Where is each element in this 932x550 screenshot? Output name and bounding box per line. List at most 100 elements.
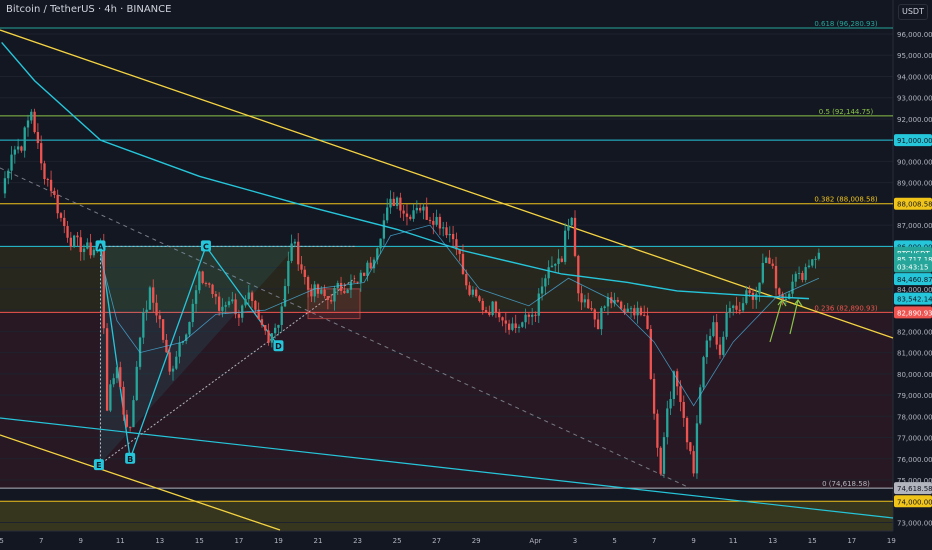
x-tick-label: 29 bbox=[472, 537, 481, 545]
fib-label: 0.382 (88,008.58) bbox=[814, 196, 878, 204]
candle-body bbox=[10, 154, 13, 171]
candle-body bbox=[788, 293, 791, 299]
candle-body bbox=[570, 217, 573, 226]
candle-body bbox=[369, 262, 372, 269]
candle-body bbox=[211, 284, 214, 295]
candle-body bbox=[511, 323, 514, 330]
candle-body bbox=[409, 216, 412, 219]
candle-body bbox=[659, 447, 662, 474]
pattern-point-label: E bbox=[96, 461, 101, 470]
candle-body bbox=[280, 306, 283, 325]
candle-body bbox=[755, 293, 758, 300]
candle-body bbox=[356, 281, 359, 283]
y-tick-label: 77,000.00 bbox=[897, 435, 932, 443]
candle-body bbox=[761, 262, 764, 283]
candle-body bbox=[498, 312, 501, 318]
candle-body bbox=[366, 262, 369, 276]
candle-body bbox=[320, 289, 323, 294]
candle-body bbox=[629, 308, 633, 310]
candle-body bbox=[573, 217, 577, 256]
candle-body bbox=[468, 285, 471, 295]
candle-body bbox=[359, 272, 362, 283]
candle-body bbox=[708, 336, 712, 341]
candle-body bbox=[264, 325, 267, 331]
candle-body bbox=[577, 255, 580, 294]
candle-body bbox=[422, 206, 425, 211]
candle-body bbox=[53, 190, 56, 195]
candle-body bbox=[702, 357, 705, 388]
candle-body bbox=[807, 265, 811, 268]
candle-body bbox=[603, 306, 606, 309]
x-tick-label: 3 bbox=[573, 537, 577, 545]
candle-body bbox=[135, 366, 138, 401]
candle-body bbox=[105, 328, 109, 411]
candle-body bbox=[115, 367, 119, 379]
currency-button[interactable]: USDT bbox=[898, 4, 928, 20]
pattern-point-marker bbox=[273, 340, 284, 352]
pattern-point-marker bbox=[200, 240, 211, 252]
candle-body bbox=[247, 292, 250, 300]
y-tick-label: 73,000.00 bbox=[897, 520, 932, 528]
y-tick-label: 87,000.00 bbox=[897, 222, 932, 230]
candle-body bbox=[560, 258, 563, 262]
candle-body bbox=[191, 303, 194, 323]
candle-body bbox=[283, 286, 287, 307]
candle-body bbox=[738, 309, 741, 311]
y-tick-label: 79,000.00 bbox=[897, 392, 932, 400]
candle-body bbox=[290, 243, 293, 261]
candle-body bbox=[257, 309, 260, 320]
candle-body bbox=[349, 281, 353, 290]
signal-arrowhead bbox=[793, 298, 803, 307]
x-tick-label: 9 bbox=[691, 537, 695, 545]
candle-body bbox=[735, 305, 738, 310]
candle-body bbox=[3, 178, 7, 194]
candle-body bbox=[547, 267, 550, 279]
candle-body bbox=[72, 235, 76, 247]
candle-body bbox=[221, 306, 224, 311]
candle-body bbox=[672, 371, 676, 399]
candle-body bbox=[491, 301, 494, 315]
candle-body bbox=[316, 284, 320, 294]
candle-body bbox=[626, 308, 629, 313]
candle-body bbox=[119, 367, 122, 387]
candle-body bbox=[250, 292, 254, 301]
candle-body bbox=[198, 271, 201, 291]
candle-body bbox=[794, 273, 797, 282]
candle-body bbox=[353, 281, 356, 283]
candle-body bbox=[376, 248, 379, 260]
price-tag bbox=[894, 260, 932, 273]
candle-body bbox=[689, 442, 692, 452]
y-tick-label: 95,000.00 bbox=[897, 52, 932, 60]
candle-body bbox=[306, 276, 310, 290]
fast-moving-average bbox=[100, 224, 820, 407]
y-tick-label: 84,000.00 bbox=[897, 286, 932, 294]
candle-body bbox=[79, 237, 82, 253]
candle-body bbox=[63, 217, 66, 227]
price-tag bbox=[894, 482, 932, 495]
candle-body bbox=[619, 301, 623, 309]
candle-body bbox=[273, 327, 277, 334]
candle-body bbox=[768, 257, 771, 264]
candle-body bbox=[323, 289, 326, 297]
x-tick-label: 19 bbox=[887, 537, 896, 545]
candle-body bbox=[715, 322, 718, 345]
candle-body bbox=[254, 300, 257, 310]
candle-body bbox=[303, 269, 306, 277]
candle-body bbox=[244, 299, 247, 306]
y-tick-label: 93,000.00 bbox=[897, 95, 932, 103]
candle-body bbox=[89, 242, 92, 256]
candle-body bbox=[712, 322, 715, 337]
candle-body bbox=[778, 288, 781, 295]
y-tick-label: 90,000.00 bbox=[897, 158, 932, 166]
candle-body bbox=[600, 308, 603, 330]
x-tick-label: 23 bbox=[353, 537, 362, 545]
candle-body bbox=[587, 299, 590, 309]
candle-body bbox=[583, 299, 587, 303]
candle-body bbox=[300, 264, 303, 270]
signal-arrow bbox=[769, 299, 783, 343]
candle-body bbox=[415, 207, 418, 211]
candle-body bbox=[66, 226, 69, 238]
candle-body bbox=[639, 307, 643, 315]
signal-arrowhead bbox=[777, 298, 787, 307]
